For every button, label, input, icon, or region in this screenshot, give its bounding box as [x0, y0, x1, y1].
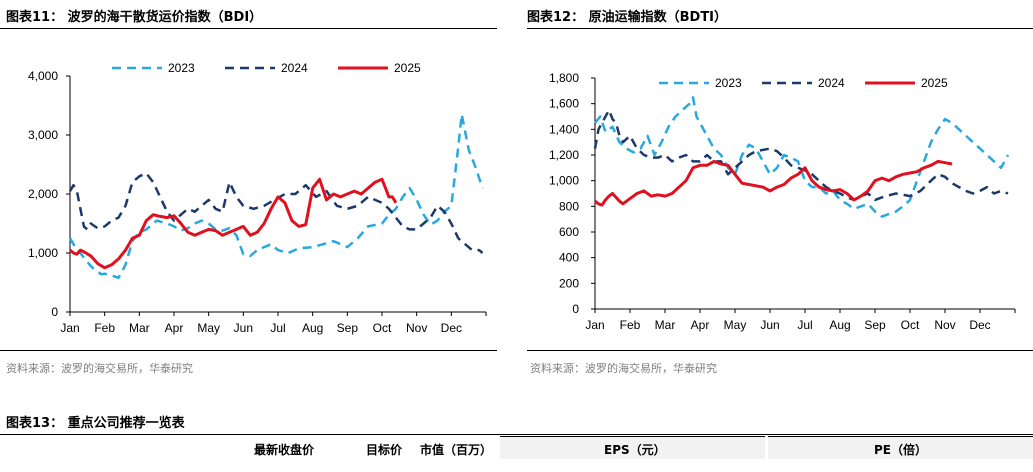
series-2023-line [68, 113, 484, 280]
figure-12-source: 资料来源：波罗的海交易所，华泰研究 [530, 362, 717, 375]
x-tick-label: Jun [234, 321, 253, 335]
x-tick-label: Jan [60, 321, 79, 335]
legend-label-2023: 2023 [168, 61, 195, 75]
y-tick-label: 1,000 [549, 174, 579, 188]
legend-label-2023: 2023 [715, 76, 742, 90]
x-tick-label: Aug [302, 321, 323, 335]
header-pe: PE（倍） [874, 443, 927, 457]
y-tick-label: 3,000 [28, 128, 58, 142]
x-tick-label: Apr [691, 318, 710, 332]
series-2025-line [69, 177, 398, 270]
x-tick-label: Sep [337, 321, 359, 335]
x-tick-label: Feb [94, 321, 115, 335]
figure-12-title: 图表12： 原油运输指数（BDTI） [527, 10, 728, 25]
x-tick-label: Oct [373, 321, 392, 335]
y-tick-label: 800 [559, 199, 579, 213]
x-tick-label: Aug [829, 318, 850, 332]
series-2024-line [68, 172, 484, 254]
bdti-chart: 0 200 400 600 800 1,000 1,200 1,400 1,600 1,800 Ja… [549, 71, 1016, 332]
legend-label-2024: 2024 [281, 61, 308, 75]
x-tick-label: Dec [441, 321, 462, 335]
series-2023-line [594, 96, 1010, 218]
x-tick-label: Oct [901, 318, 920, 332]
x-tick-label: Jan [585, 318, 604, 332]
pe-header-band [768, 436, 1033, 459]
figure-12-title-rule [527, 28, 1033, 29]
header-target-price: 目标价 [366, 443, 403, 457]
x-tick-label: Jul [797, 318, 812, 332]
legend-label-2025: 2025 [921, 76, 948, 90]
x-tick-label: May [197, 321, 220, 335]
table-13-title-rule [0, 434, 1033, 435]
header-eps: EPS（元） [604, 443, 666, 457]
figure-11-title: 图表11： 波罗的海干散货运价指数（BDI） [6, 10, 263, 25]
x-tick-label: Jul [270, 321, 285, 335]
header-market-cap: 市值（百万） [420, 443, 493, 457]
x-tick-label: Jun [760, 318, 779, 332]
y-tick-label: 2,000 [28, 187, 58, 201]
table-13-title: 图表13： 重点公司推荐一览表 [6, 416, 185, 431]
x-tick-label: Feb [620, 318, 641, 332]
x-tick-label: May [724, 318, 747, 332]
figure-11-bottom-rule [0, 350, 497, 351]
figure-12-bottom-rule [527, 350, 1033, 351]
y-tick-label: 400 [559, 251, 579, 265]
series-2025-line [594, 159, 953, 207]
y-tick-label: 1,800 [549, 71, 579, 85]
bdi-chart: 0 1,000 2,000 3,000 4,000 Jan Feb Mar Apr May Jun J… [28, 61, 487, 335]
series-2024-line [593, 108, 1009, 202]
y-tick-label: 1,000 [28, 246, 58, 260]
y-tick-label: 0 [51, 305, 58, 319]
header-latest-close: 最新收盘价 [254, 443, 315, 457]
y-tick-label: 1,400 [549, 122, 579, 136]
x-tick-label: Nov [406, 321, 427, 335]
legend-label-2024: 2024 [818, 76, 845, 90]
x-tick-label: Dec [969, 318, 990, 332]
x-tick-label: Apr [165, 321, 184, 335]
legend-label-2025: 2025 [394, 61, 421, 75]
eps-header-band [500, 436, 765, 459]
y-tick-label: 1,600 [549, 97, 579, 111]
y-tick-label: 1,200 [549, 148, 579, 162]
y-tick-label: 4,000 [28, 69, 58, 83]
y-tick-label: 200 [559, 276, 579, 290]
figure-11-source: 资料来源：波罗的海交易所，华泰研究 [6, 362, 193, 375]
x-tick-label: Mar [129, 321, 150, 335]
x-tick-label: Nov [934, 318, 955, 332]
x-tick-label: Sep [864, 318, 886, 332]
x-tick-label: Mar [655, 318, 676, 332]
y-tick-label: 0 [572, 302, 579, 316]
figure-11-title-rule [0, 28, 497, 29]
y-tick-label: 600 [559, 225, 579, 239]
